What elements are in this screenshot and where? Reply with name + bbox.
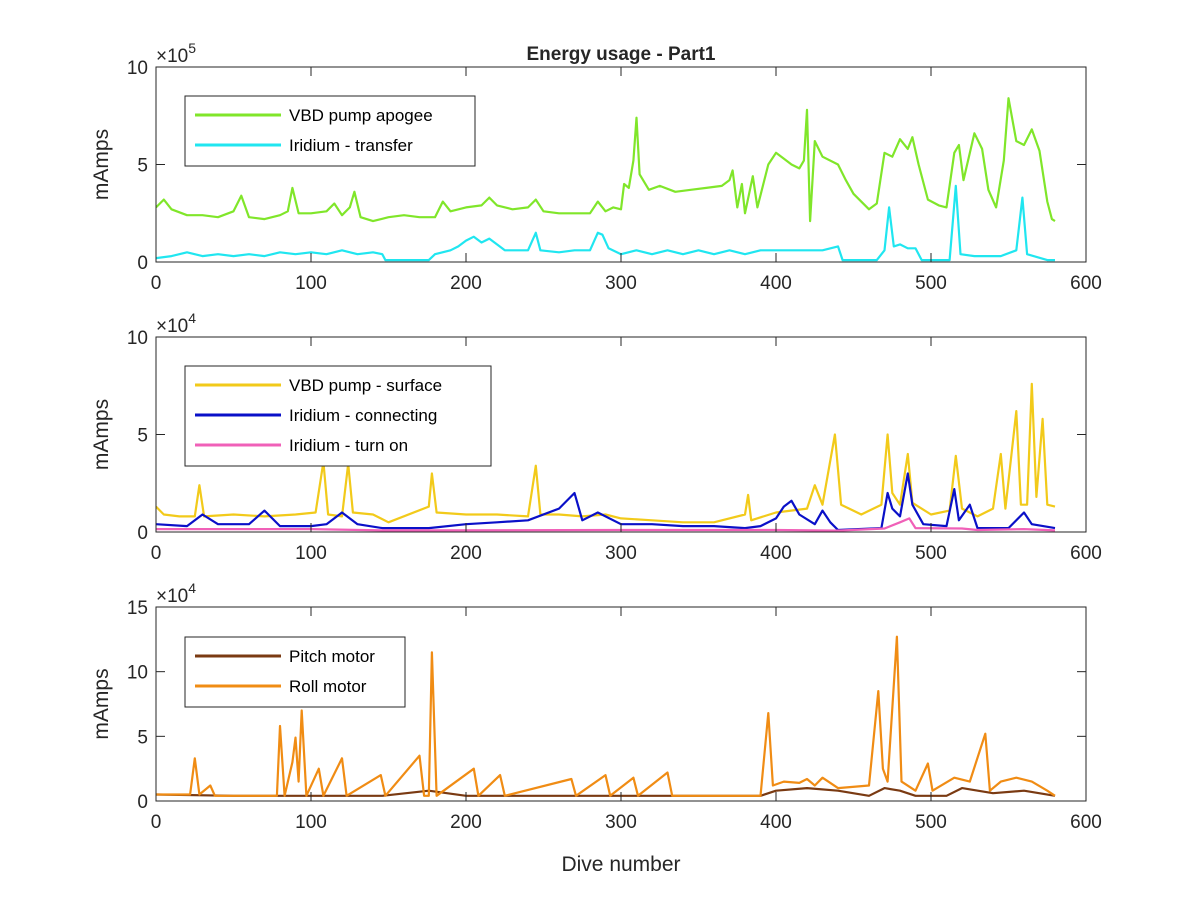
legend: VBD pump - surface Iridium - connecting Ir… — [184, 365, 492, 467]
legend-entry: VBD pump - surface — [289, 376, 442, 395]
x-tick-label: 400 — [760, 543, 792, 564]
y-axis-label: mAmps — [90, 399, 113, 470]
x-tick-label: 400 — [760, 273, 792, 294]
y-tick-label: 0 — [137, 792, 148, 813]
y-multiplier: ×104 — [156, 310, 196, 337]
subplot-1: 0 100 200 300 400 500 600 0 5 10 ×105 mAmps Energy u… — [90, 40, 1102, 294]
subplot-2: 0 100 200 300 400 500 600 0 5 10 ×104 mAmps VBD pump… — [90, 310, 1102, 564]
x-tick-label: 0 — [151, 273, 162, 294]
legend: Pitch motor Roll motor — [184, 636, 406, 708]
series-line-1-2 — [156, 184, 1055, 262]
y-tick-label: 5 — [137, 727, 148, 748]
y-tick-label: 10 — [127, 328, 148, 349]
y-tick-label: 5 — [137, 156, 148, 177]
legend-box — [184, 636, 406, 708]
y-multiplier: ×105 — [156, 40, 196, 67]
x-tick-label: 600 — [1070, 543, 1102, 564]
series-line-2-2 — [156, 472, 1056, 532]
series-line-3-1 — [156, 787, 1056, 797]
legend-entry: Roll motor — [289, 677, 367, 696]
x-tick-label: 100 — [295, 273, 327, 294]
legend-entry: Iridium - connecting — [289, 406, 437, 425]
chart-title: Energy usage - Part1 — [526, 44, 715, 65]
y-tick-label: 0 — [137, 253, 148, 274]
legend-entry: Iridium - turn on — [289, 436, 408, 455]
legend-entry: VBD pump apogee — [289, 106, 433, 125]
x-tick-label: 600 — [1070, 273, 1102, 294]
x-tick-label: 400 — [760, 812, 792, 833]
x-tick-label: 500 — [915, 543, 947, 564]
y-tick-label: 0 — [137, 523, 148, 544]
series-line-1-1 — [156, 97, 1056, 223]
x-tick-label: 0 — [151, 543, 162, 564]
x-tick-label: 300 — [605, 273, 637, 294]
x-tick-label: 0 — [151, 812, 162, 833]
series-line-2-3 — [156, 517, 1056, 532]
x-tick-label: 300 — [605, 812, 637, 833]
legend-entry: Pitch motor — [289, 647, 375, 666]
y-tick-label: 5 — [137, 426, 148, 447]
y-axis-label: mAmps — [90, 668, 113, 739]
y-tick-label: 10 — [127, 663, 148, 684]
x-tick-label: 300 — [605, 543, 637, 564]
x-tick-label: 600 — [1070, 812, 1102, 833]
x-tick-label: 500 — [915, 273, 947, 294]
x-tick-label: 100 — [295, 543, 327, 564]
legend-box — [184, 95, 476, 167]
y-tick-label: 10 — [127, 58, 148, 79]
legend-entry: Iridium - transfer — [289, 136, 413, 155]
x-tick-label: 200 — [450, 273, 482, 294]
x-tick-label: 500 — [915, 812, 947, 833]
series-line-3-2 — [156, 635, 1056, 797]
series-line-2-1 — [156, 382, 1056, 524]
y-axis-label: mAmps — [90, 129, 113, 200]
x-tick-label: 200 — [450, 543, 482, 564]
y-multiplier: ×104 — [156, 580, 196, 607]
x-tick-label: 200 — [450, 812, 482, 833]
subplot-3: 0 100 200 300 400 500 600 0 5 10 15 ×104 mAmps Dive n… — [90, 580, 1102, 876]
x-axis-label: Dive number — [561, 853, 680, 876]
y-tick-label: 15 — [127, 598, 148, 619]
x-tick-label: 100 — [295, 812, 327, 833]
legend: VBD pump apogee Iridium - transfer — [184, 95, 476, 167]
